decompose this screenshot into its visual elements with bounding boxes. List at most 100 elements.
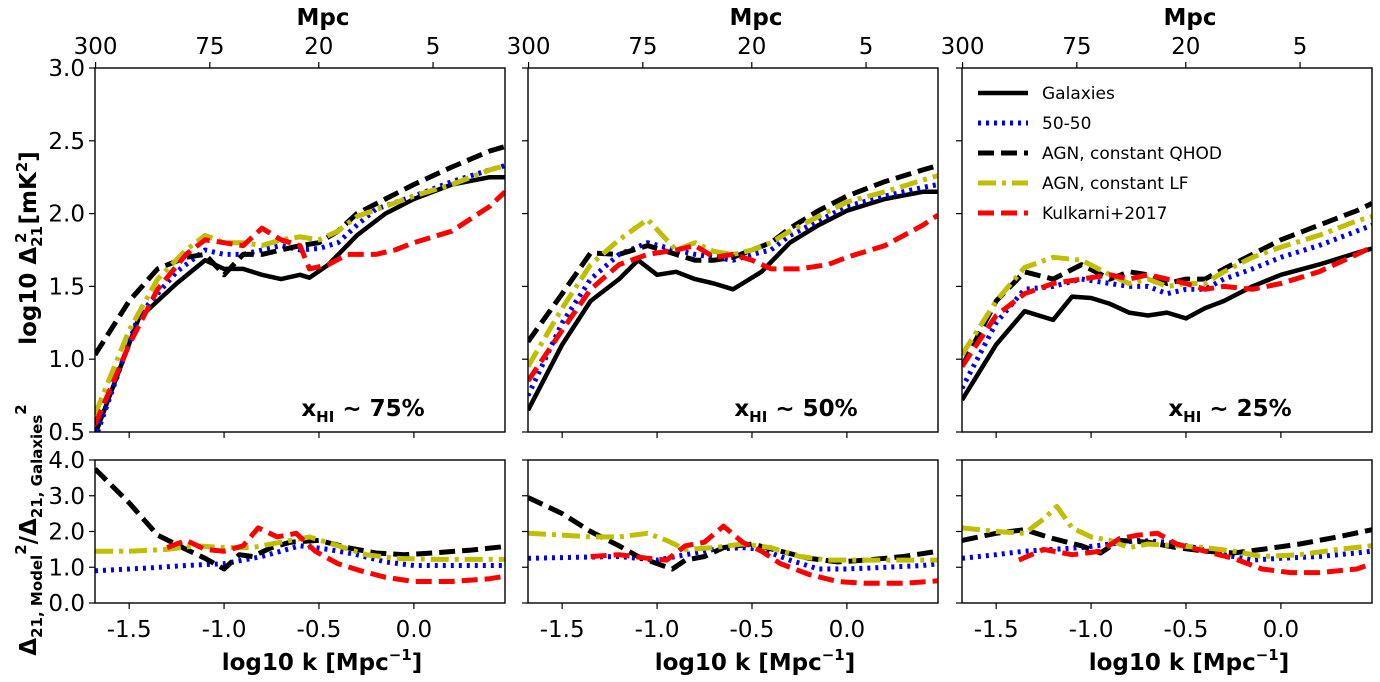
xhi-value: ~ 50%: [767, 396, 857, 422]
y-tick-label: 0.0: [48, 591, 85, 617]
xhi-x: x: [1168, 396, 1183, 422]
x-tick-label: 0.0: [1263, 617, 1300, 643]
top-subplot: [956, 67, 1373, 438]
panel-1: 0.5 1.0 1.5 2.0 2.5 3.0 -1.5 -1.0 -0.5 0.0 0.0 1.0 2…: [48, 5, 506, 676]
top-series-agn-constant-lf: [962, 214, 1372, 357]
y-tick-label: 1.0: [48, 555, 85, 581]
y-tick-label: 2.5: [48, 129, 85, 155]
top-tick-label: 300: [507, 34, 551, 60]
top-series-agn-constant-qhod: [95, 144, 505, 357]
top-subplot: 0.5 1.0 1.5 2.0 2.5 3.0: [48, 56, 506, 446]
top-tick-label: 300: [941, 34, 985, 60]
xhi-x: x: [301, 396, 316, 422]
y-tick-label: 3.0: [48, 484, 85, 510]
legend-label: 50-50: [1042, 114, 1091, 134]
x-label-main: log10 k [Mpc: [1089, 650, 1256, 676]
legend-label: Galaxies: [1042, 84, 1115, 104]
x-tick-label: -1.5: [540, 617, 585, 643]
top-mpc-axis: 300 75 20 5 Mpc: [507, 5, 874, 68]
top-tick-label: 20: [1171, 34, 1200, 60]
top-series-agn-constant-qhod: [962, 201, 1372, 368]
bottom-subplot: -1.5 -1.0 -0.5 0.0 0.0 1.0 2.0 3.0 4.0: [48, 448, 506, 643]
bottom-series-agn-constant-lf: [528, 530, 938, 563]
x-label-main: log10 k [Mpc: [655, 650, 822, 676]
bottom-series-agn-constant-qhod: [528, 495, 938, 572]
legend-label: AGN, constant QHOD: [1042, 144, 1222, 164]
xhi-sub: HI: [1183, 408, 1201, 426]
top-tick-label: 5: [1293, 34, 1308, 60]
xhi-sub: HI: [749, 408, 767, 426]
top-axis-label: Mpc: [1164, 5, 1217, 31]
top-series-galaxies: [95, 174, 505, 432]
top-series-galaxies: [962, 246, 1372, 402]
top-frame: [961, 67, 1373, 433]
x-tick-label: -0.5: [730, 617, 775, 643]
xhi-sub: HI: [316, 408, 334, 426]
xhi-annotation: xHI ~ 50%: [734, 396, 857, 426]
bottom-series-kulkarni-2017: [166, 525, 505, 584]
x-axis-label: log10 k [Mpc−1]: [655, 646, 856, 676]
x-tick-label: -0.5: [297, 617, 342, 643]
top-y-axis-label: log10 Δ212 [mK2]: [12, 151, 46, 345]
bottom-series-50-50: [95, 543, 505, 574]
top-series-50-50: [528, 182, 938, 397]
top-series-agn-constant-lf: [95, 163, 505, 416]
legend-label: Kulkarni+2017: [1042, 204, 1167, 224]
legend-label: AGN, constant LF: [1042, 174, 1189, 194]
top-mpc-axis: 300 75 20 5 Mpc: [74, 5, 441, 68]
top-tick-label: 5: [859, 34, 874, 60]
bottom-series-kulkarni-2017: [1017, 530, 1372, 576]
x-label-main: log10 k [Mpc: [222, 650, 389, 676]
top-frame: [94, 67, 506, 433]
top-series-kulkarni-2017: [962, 244, 1372, 368]
top-series-50-50: [962, 222, 1372, 390]
x-label-sup: −1: [1256, 646, 1279, 664]
y-tick-label: 2.0: [48, 202, 85, 228]
xhi-value: ~ 75%: [334, 396, 424, 422]
top-tick-label: 75: [195, 34, 224, 60]
x-tick-label: 0.0: [829, 617, 866, 643]
y-tick-label: 4.0: [48, 448, 85, 474]
y-tick-label: 1.5: [48, 274, 85, 300]
bottom-series-kulkarni-2017: [590, 523, 938, 586]
bottom-subplot: -1.5 -1.0 -0.5 0.0: [522, 459, 939, 643]
top-series-agn-constant-lf: [528, 173, 938, 368]
top-tick-label: 20: [304, 34, 333, 60]
xhi-x: x: [734, 396, 749, 422]
x-label-close: ]: [412, 650, 423, 676]
top-tick-label: 75: [1062, 34, 1091, 60]
bottom-series-agn-constant-lf: [95, 534, 505, 562]
y-tick-label: 1.0: [48, 347, 85, 373]
x-tick-label: -1.0: [202, 617, 247, 643]
top-axis-label: Mpc: [730, 5, 783, 31]
x-tick-label: -1.5: [107, 617, 152, 643]
top-tick-label: 75: [628, 34, 657, 60]
x-tick-label: -1.0: [635, 617, 680, 643]
y-tick-label: 0.5: [48, 420, 85, 446]
bottom-series-agn-constant-lf: [962, 504, 1372, 559]
top-frame: [527, 67, 939, 433]
bottom-series-50-50: [962, 537, 1372, 563]
top-axis-label: Mpc: [297, 5, 350, 31]
top-series-galaxies: [528, 189, 938, 412]
x-tick-label: -1.5: [974, 617, 1019, 643]
panels-layer: 0.5 1.0 1.5 2.0 2.5 3.0 -1.5 -1.0 -0.5 0.0 0.0 1.0 2…: [48, 5, 1373, 676]
x-axis-label: log10 k [Mpc−1]: [222, 646, 423, 676]
panel-2: -1.5 -1.0 -0.5 0.0 300 75 20 5 Mpc log10 k [Mpc−1…: [507, 5, 939, 676]
x-label-close: ]: [1279, 650, 1290, 676]
top-series-agn-constant-qhod: [528, 163, 938, 344]
y-tick-label: 2.0: [48, 520, 85, 546]
x-axis-label: log10 k [Mpc−1]: [1089, 646, 1290, 676]
xhi-value: ~ 25%: [1201, 396, 1291, 422]
xhi-annotation: xHI ~ 25%: [1168, 396, 1291, 426]
x-label-close: ]: [845, 650, 856, 676]
top-mpc-axis: 300 75 20 5 Mpc: [941, 5, 1308, 68]
y-tick-label: 3.0: [48, 56, 85, 82]
xhi-annotation: xHI ~ 75%: [301, 396, 424, 426]
top-series-kulkarni-2017: [95, 189, 505, 426]
top-series-kulkarni-2017: [528, 213, 938, 383]
top-tick-label: 300: [74, 34, 118, 60]
top-subplot: [522, 67, 939, 438]
top-tick-label: 5: [426, 34, 441, 60]
